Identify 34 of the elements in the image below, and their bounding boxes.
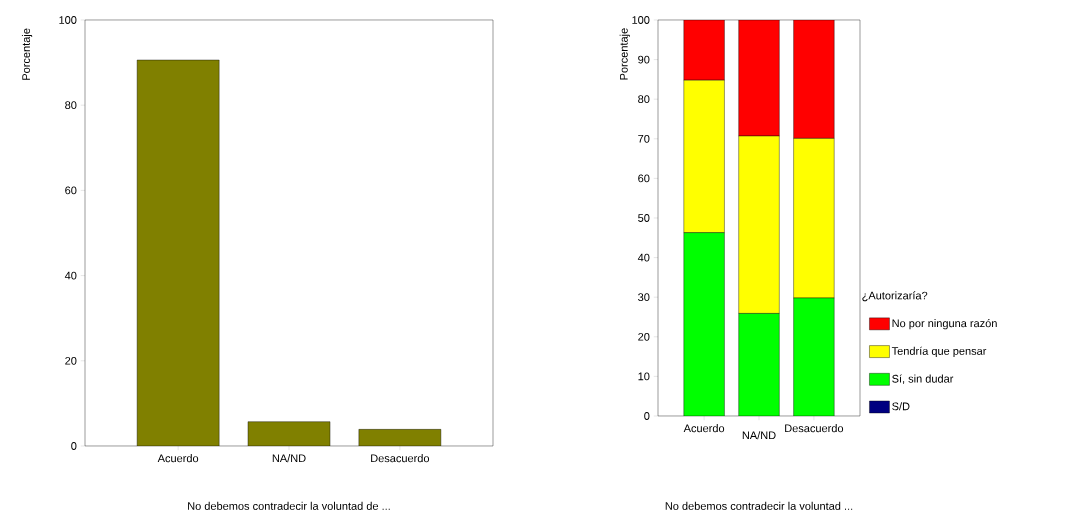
y-tick-label: 60 <box>638 174 650 183</box>
y-tick-label: 40 <box>637 253 650 262</box>
y-axis-title: Porcentaje <box>619 28 630 80</box>
y-tick-label: 40 <box>64 271 77 280</box>
legend-label: Tendría que pensar <box>891 346 987 358</box>
y-tick-label: 70 <box>638 134 650 143</box>
y-axis-title: Porcentaje <box>21 28 33 80</box>
y-tick-label: 0 <box>644 412 650 420</box>
legend-label: S/D <box>892 402 910 411</box>
x-tick-label: NA/ND <box>272 454 306 463</box>
x-tick-label: Acuerdo <box>683 424 725 433</box>
x-tick-label: Acuerdo <box>157 454 199 463</box>
y-tick-label: 90 <box>638 55 650 64</box>
x-tick-label: NA/ND <box>742 431 776 440</box>
y-tick-label: 0 <box>71 442 77 450</box>
y-tick-label: 20 <box>65 356 77 365</box>
x-tick-label: Desacuerdo <box>371 454 430 463</box>
legend-label: Sí, sin dudar <box>892 374 954 384</box>
x-tick-label: Desacuerdo <box>785 424 844 433</box>
y-tick-label: 100 <box>632 16 650 24</box>
legend-label: No por ninguna razón <box>892 318 997 330</box>
bar <box>136 59 220 446</box>
y-tick-label: 60 <box>65 186 77 195</box>
y-tick-label: 20 <box>638 332 650 341</box>
legend-title: ¿Autorizaría? <box>862 291 928 302</box>
y-tick-label: 100 <box>59 16 77 24</box>
y-tick-label: 80 <box>638 95 650 104</box>
y-tick-label: 80 <box>65 101 77 110</box>
x-axis-title: No debemos contradecir la voluntad de ... <box>188 501 390 510</box>
y-tick-label: 10 <box>638 372 650 381</box>
bar <box>247 421 331 446</box>
x-axis-title: No debemos contradecir la voluntad ... <box>665 501 853 510</box>
y-tick-label: 50 <box>638 214 650 222</box>
y-tick-label: 30 <box>638 293 650 302</box>
